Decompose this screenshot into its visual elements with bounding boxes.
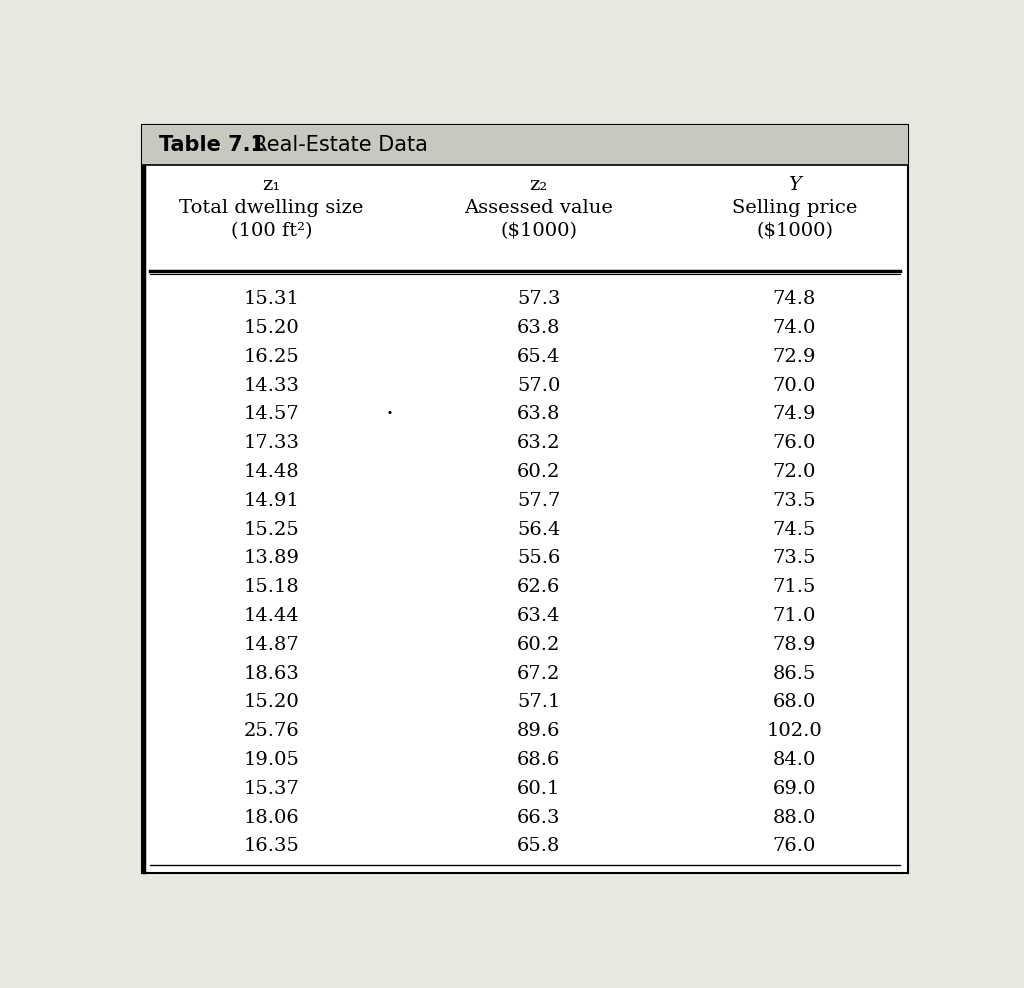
Text: 19.05: 19.05 xyxy=(244,751,299,769)
Text: 14.48: 14.48 xyxy=(244,463,299,481)
Text: 57.7: 57.7 xyxy=(517,492,560,510)
Text: 15.25: 15.25 xyxy=(244,521,299,538)
Text: z₁: z₁ xyxy=(262,176,281,194)
Text: 72.9: 72.9 xyxy=(773,348,816,366)
Text: 15.20: 15.20 xyxy=(244,694,299,711)
Text: 74.8: 74.8 xyxy=(773,290,816,308)
Text: 73.5: 73.5 xyxy=(773,549,816,567)
Bar xyxy=(142,124,907,165)
Text: 13.89: 13.89 xyxy=(244,549,299,567)
Text: 16.25: 16.25 xyxy=(244,348,299,366)
Text: 73.5: 73.5 xyxy=(773,492,816,510)
Text: 68.0: 68.0 xyxy=(773,694,816,711)
Text: 14.57: 14.57 xyxy=(244,405,299,424)
Text: ($1000): ($1000) xyxy=(501,222,578,240)
Text: ·: · xyxy=(386,403,393,426)
Text: 65.8: 65.8 xyxy=(517,838,560,856)
Text: 71.5: 71.5 xyxy=(773,578,816,597)
Text: 18.06: 18.06 xyxy=(244,808,299,827)
Text: 69.0: 69.0 xyxy=(773,780,816,798)
Text: 56.4: 56.4 xyxy=(517,521,560,538)
Text: 102.0: 102.0 xyxy=(767,722,822,740)
Text: 60.2: 60.2 xyxy=(517,463,560,481)
Text: 63.8: 63.8 xyxy=(517,319,560,337)
Text: 63.4: 63.4 xyxy=(517,607,560,625)
Text: 14.44: 14.44 xyxy=(244,607,299,625)
Text: 74.0: 74.0 xyxy=(773,319,816,337)
Text: 76.0: 76.0 xyxy=(773,435,816,453)
Text: 18.63: 18.63 xyxy=(244,665,299,683)
Text: 65.4: 65.4 xyxy=(517,348,560,366)
Text: 17.33: 17.33 xyxy=(244,435,299,453)
Text: 72.0: 72.0 xyxy=(773,463,816,481)
Text: 15.37: 15.37 xyxy=(244,780,299,798)
Text: Y: Y xyxy=(788,176,801,194)
Text: 88.0: 88.0 xyxy=(773,808,816,827)
Text: 57.0: 57.0 xyxy=(517,376,560,394)
Text: 66.3: 66.3 xyxy=(517,808,560,827)
Text: ($1000): ($1000) xyxy=(756,222,833,240)
Text: 16.35: 16.35 xyxy=(244,838,299,856)
Text: Selling price: Selling price xyxy=(732,199,857,217)
Text: 74.5: 74.5 xyxy=(773,521,816,538)
Text: 62.6: 62.6 xyxy=(517,578,560,597)
Text: 78.9: 78.9 xyxy=(773,636,816,654)
Text: 71.0: 71.0 xyxy=(773,607,816,625)
Text: 60.1: 60.1 xyxy=(517,780,560,798)
Text: 89.6: 89.6 xyxy=(517,722,560,740)
Text: 57.3: 57.3 xyxy=(517,290,560,308)
Text: 15.31: 15.31 xyxy=(244,290,299,308)
Text: 86.5: 86.5 xyxy=(773,665,816,683)
Text: (100 ft²): (100 ft²) xyxy=(230,222,312,240)
Text: Table 7.1: Table 7.1 xyxy=(159,134,265,155)
Text: 15.20: 15.20 xyxy=(244,319,299,337)
Text: 25.76: 25.76 xyxy=(244,722,299,740)
Text: Real-Estate Data: Real-Estate Data xyxy=(241,134,428,155)
Text: 76.0: 76.0 xyxy=(773,838,816,856)
Text: 70.0: 70.0 xyxy=(773,376,816,394)
Text: 84.0: 84.0 xyxy=(773,751,816,769)
Text: 74.9: 74.9 xyxy=(773,405,816,424)
Text: z₂: z₂ xyxy=(529,176,548,194)
Text: Total dwelling size: Total dwelling size xyxy=(179,199,364,217)
Text: 15.18: 15.18 xyxy=(244,578,299,597)
Text: 68.6: 68.6 xyxy=(517,751,560,769)
Text: Assessed value: Assessed value xyxy=(464,199,613,217)
Text: 63.2: 63.2 xyxy=(517,435,560,453)
Text: 67.2: 67.2 xyxy=(517,665,560,683)
Text: 60.2: 60.2 xyxy=(517,636,560,654)
Text: 57.1: 57.1 xyxy=(517,694,560,711)
Text: 14.87: 14.87 xyxy=(244,636,299,654)
Text: 63.8: 63.8 xyxy=(517,405,560,424)
Text: 14.91: 14.91 xyxy=(244,492,299,510)
Text: 55.6: 55.6 xyxy=(517,549,560,567)
Text: 14.33: 14.33 xyxy=(244,376,299,394)
